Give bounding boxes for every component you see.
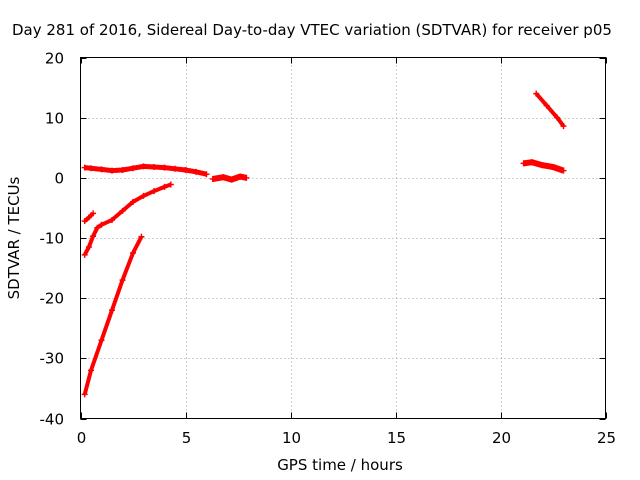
data-point	[193, 168, 199, 175]
data-point	[98, 166, 105, 173]
x-tick-label: 0	[77, 429, 87, 447]
y-tick-label: 10	[45, 110, 64, 128]
data-point	[90, 210, 97, 217]
data-point	[109, 307, 115, 314]
data-point	[543, 102, 550, 109]
x-tick-label: 5	[182, 429, 192, 447]
data-point	[151, 164, 157, 171]
data-point	[85, 214, 92, 221]
data-point	[88, 367, 94, 374]
data-point	[209, 176, 216, 183]
data-point	[81, 164, 88, 171]
data-point	[172, 165, 178, 172]
data-point	[119, 277, 126, 284]
x-tick-label: 20	[492, 429, 511, 447]
chart-title: Day 281 of 2016, Sidereal Day-to-day VTE…	[12, 21, 612, 39]
data-point	[151, 188, 157, 195]
data-point	[533, 90, 540, 97]
data-point	[520, 160, 527, 167]
data-point	[161, 183, 168, 190]
data-point	[98, 221, 105, 228]
plot-frame	[80, 57, 606, 419]
y-tick-label: -30	[40, 350, 65, 368]
data-point	[243, 174, 250, 181]
sdtvar-series-4	[82, 182, 172, 256]
data-point	[130, 165, 136, 172]
data-point	[237, 173, 244, 180]
x-axis-label: GPS time / hours	[277, 456, 403, 474]
data-point	[203, 171, 210, 178]
data-point	[81, 251, 88, 258]
data-point	[109, 216, 115, 223]
sdtvar-series-6	[523, 159, 565, 174]
data-point	[109, 167, 115, 174]
data-point	[85, 244, 92, 251]
data-point	[90, 233, 97, 240]
data-point	[138, 233, 145, 240]
y-tick-label: -10	[40, 230, 65, 248]
data-point	[140, 192, 147, 199]
data-point	[560, 167, 567, 174]
data-point	[560, 123, 567, 130]
y-tick-label: 20	[45, 50, 64, 68]
data-point	[167, 181, 174, 188]
data-point	[182, 167, 189, 174]
data-point	[529, 159, 535, 166]
y-tick-label: 0	[54, 170, 64, 188]
data-point	[130, 250, 136, 257]
data-point	[161, 164, 168, 171]
x-tick-label: 10	[282, 429, 301, 447]
data-point	[554, 114, 561, 121]
data-point	[81, 391, 88, 398]
axis-ticks: 0 5 10 15 20 25 -40 -30 -20 -10 0 10 20	[40, 50, 617, 448]
y-tick-label: -40	[40, 411, 65, 429]
data-series	[81, 90, 567, 398]
sdtvar-series-7	[534, 92, 566, 128]
data-point	[119, 207, 126, 214]
data-point	[140, 163, 147, 170]
x-tick-label: 15	[387, 429, 406, 447]
data-point	[81, 218, 88, 225]
y-axis-label: SDTVAR / TECUs	[5, 176, 23, 299]
data-point	[130, 198, 136, 205]
x-tick-label: 25	[597, 429, 616, 447]
data-point	[119, 167, 126, 174]
data-point	[88, 165, 94, 172]
grid	[80, 57, 606, 419]
y-tick-label: -20	[40, 290, 65, 308]
data-point	[94, 224, 101, 231]
data-point	[220, 174, 227, 181]
data-point	[228, 176, 235, 183]
data-point	[539, 162, 546, 169]
data-point	[98, 337, 105, 344]
data-point	[550, 164, 556, 171]
